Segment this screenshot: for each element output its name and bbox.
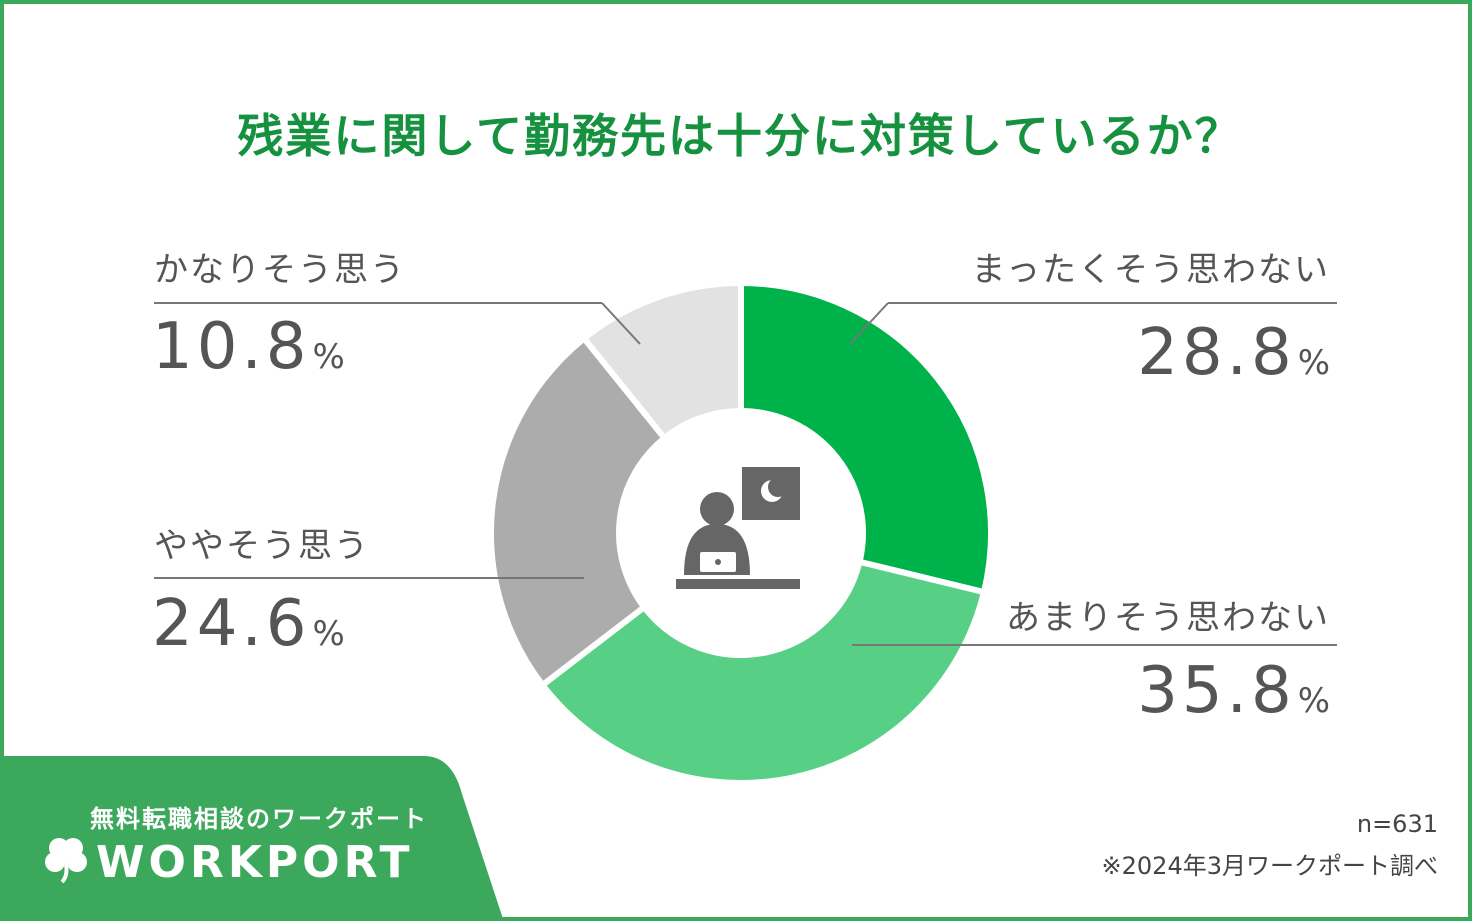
desk-icon <box>676 579 800 589</box>
brand-tagline: 無料転職相談のワークポート <box>90 805 428 833</box>
slice-label-amari: あまりそう思わない <box>1006 598 1330 638</box>
leader-line-kanari <box>601 302 641 345</box>
slice-label-kanari: かなりそう思う <box>154 250 406 290</box>
donut-chart <box>4 279 994 917</box>
slice-label-yaya: ややそう思う <box>154 526 370 566</box>
brand-tab <box>4 756 503 917</box>
person-working-at-laptop-night-icon <box>676 467 800 589</box>
slice-amari <box>538 558 988 786</box>
slice-yaya <box>488 334 669 690</box>
slice-value-kanari: 10.8% <box>152 310 345 384</box>
slice-label-mattaku: まったくそう思わない <box>971 250 1330 290</box>
slice-value-amari: 35.8% <box>1137 654 1330 728</box>
source-note: ※2024年3月ワークポート調べ <box>1101 852 1438 880</box>
clover-icon <box>45 838 87 884</box>
chart-title: 残業に関して勤務先は十分に対策しているか？ <box>237 109 1243 163</box>
label-rule-amari <box>852 644 1337 646</box>
slice-mattaku <box>738 279 994 596</box>
slice-kanari <box>579 279 744 443</box>
label-rule-yaya <box>154 577 584 579</box>
slice-value-yaya: 24.6% <box>152 587 345 661</box>
person-head-icon <box>700 492 734 526</box>
label-rule-mattaku <box>888 302 1337 304</box>
leader-line-mattaku <box>849 302 889 345</box>
sample-size: n=631 <box>1356 810 1438 838</box>
label-rule-kanari <box>154 302 602 304</box>
slice-value-mattaku: 28.8% <box>1137 316 1330 390</box>
workport-logo: WORKPORT <box>96 837 414 888</box>
chart-slices <box>488 279 994 786</box>
